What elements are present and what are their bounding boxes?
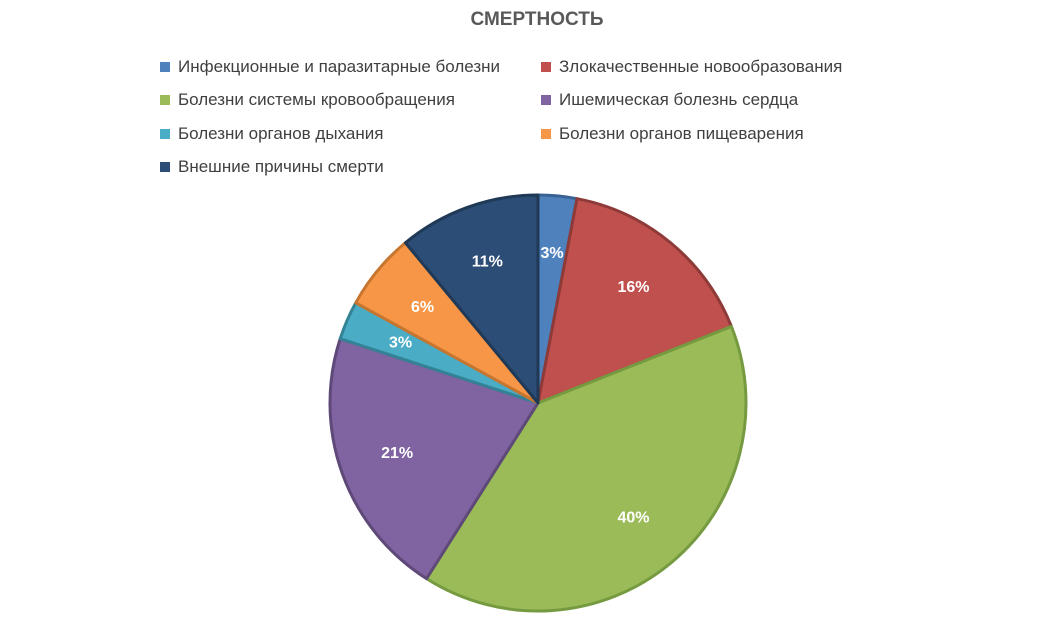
pie-slice-circulatory — [425, 324, 748, 613]
data-label-ischemic: 21% — [381, 445, 413, 462]
legend-item-neoplasms: Злокачественные новообразования — [541, 50, 881, 84]
legend-item-ischemic: Ишемическая болезнь сердца — [541, 84, 881, 118]
legend-item-circulatory: Болезни системы кровообращения — [160, 84, 541, 118]
legend-label: Болезни системы кровообращения — [178, 90, 455, 110]
legend-label: Внешние причины смерти — [178, 157, 384, 177]
legend-swatch-neoplasms — [541, 61, 551, 72]
legend-item-respiratory: Болезни органов дыхания — [160, 117, 541, 151]
chart-title: СМЕРТНОСТЬ — [470, 9, 604, 30]
data-label-neoplasms: 16% — [617, 279, 649, 296]
pie-slice-external — [403, 193, 540, 405]
legend-item-external: Внешние причины смерти — [160, 151, 541, 185]
legend-label: Болезни органов пищеварения — [559, 123, 804, 143]
data-label-respiratory: 3% — [389, 335, 412, 352]
legend-swatch-infectious — [160, 61, 170, 72]
legend-label: Инфекционные и паразитарные болезни — [178, 56, 501, 76]
legend: Инфекционные и паразитарные болезни Злок… — [160, 50, 881, 184]
legend-swatch-external — [160, 162, 170, 173]
legend-swatch-respiratory — [160, 128, 170, 139]
pie-slice-ischemic — [328, 337, 540, 581]
data-label-infectious: 3% — [541, 245, 564, 262]
legend-swatch-digestive — [541, 128, 551, 139]
pie-slice-neoplasms — [536, 197, 733, 405]
legend-label: Ишемическая болезнь сердца — [559, 90, 799, 110]
data-label-digestive: 6% — [411, 299, 434, 316]
legend-swatch-circulatory — [160, 95, 170, 106]
data-label-circulatory: 40% — [617, 510, 649, 527]
legend-label: Болезни органов дыхания — [178, 123, 384, 143]
legend-item-infectious: Инфекционные и паразитарные болезни — [160, 50, 541, 84]
legend-swatch-ischemic — [541, 95, 551, 106]
legend-item-digestive: Болезни органов пищеварения — [541, 117, 881, 151]
data-label-external: 11% — [472, 253, 503, 270]
legend-label: Злокачественные новообразования — [559, 56, 843, 76]
